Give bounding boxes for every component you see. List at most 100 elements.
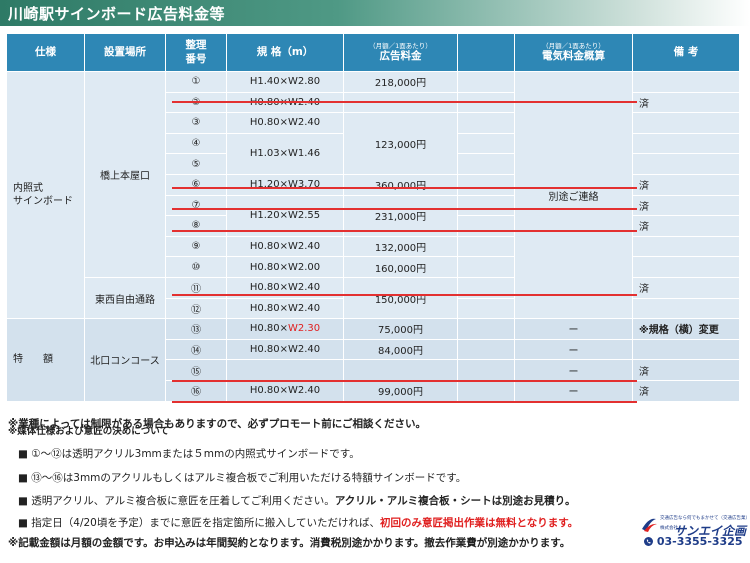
note-overlap-a: ※業種によっては制限がある場合もありますので、必ずプロモート前にご相談ください。 bbox=[8, 418, 427, 430]
row-fee: 218,000円 bbox=[343, 71, 458, 93]
row-blank bbox=[457, 379, 515, 402]
row-size: H1.40×W2.80 bbox=[226, 71, 344, 93]
row-remark: 済 bbox=[632, 276, 740, 299]
row-blank bbox=[457, 297, 515, 320]
logo-kind: 株式会社 bbox=[660, 526, 678, 531]
note-4: ■ 指定日（4/20頃を予定）までに意匠を指定箇所に搬入していただければ、初回の… bbox=[18, 517, 579, 529]
row-remark: 済 bbox=[632, 173, 740, 196]
row-size: H0.80×W2.40 bbox=[226, 91, 344, 114]
category-internal: 内照式 サインボード bbox=[6, 70, 85, 320]
title-bar: 川崎駅サインボード広告料金等 bbox=[0, 0, 750, 26]
row-fee: 360,000円 bbox=[343, 173, 458, 196]
row-size bbox=[226, 359, 344, 381]
row-blank bbox=[457, 173, 515, 196]
row-blank bbox=[457, 91, 515, 114]
page-title: 川崎駅サインボード広告料金等 bbox=[8, 5, 226, 23]
elec-contact: 別途ご連絡 bbox=[514, 70, 633, 320]
row-number: ⑬ bbox=[165, 318, 227, 340]
row-number: ① bbox=[165, 71, 227, 93]
row-size: H0.80×W2.40 bbox=[226, 338, 344, 361]
phone-icon bbox=[644, 537, 653, 546]
header-size: 規 格（m） bbox=[226, 33, 344, 72]
location-tozai: 東西自由通路 bbox=[84, 276, 166, 320]
row-blank bbox=[457, 318, 515, 340]
row-size: H0.80×W2.40 bbox=[226, 112, 344, 134]
note-overlap-b: ※媒体仕様および意匠の決めについて bbox=[8, 426, 169, 437]
row-blank bbox=[457, 359, 515, 381]
header-row: 仕様 設置場所 整理 番号 規 格（m） （月額／1面あたり） 広告料金 （月額／… bbox=[6, 33, 740, 72]
row-fee: 123,000円 bbox=[343, 112, 458, 175]
table-row: ⑮ ー 済 bbox=[7, 359, 740, 381]
location-kitaguchi: 北口コンコース bbox=[84, 318, 166, 402]
row-fee: 231,000円 bbox=[343, 194, 458, 237]
header-elec: （月額／1面あたり） 電気料金概算 bbox=[514, 33, 633, 72]
row-blank bbox=[457, 112, 515, 134]
row-fee: 99,000円 bbox=[343, 379, 458, 402]
table-row: ⑩ H0.80×W2.00 160,000円 bbox=[7, 256, 740, 278]
row-blank bbox=[457, 132, 515, 155]
row-number: ⑨ bbox=[165, 235, 227, 258]
row-remark bbox=[632, 256, 740, 278]
category-special: 特 額 bbox=[6, 318, 85, 402]
location-kyojo: 橋上本屋口 bbox=[84, 71, 166, 278]
logo-tagline: 交通広告なら何でもまかせて（交通広告業） bbox=[660, 516, 750, 521]
row-number: ② bbox=[165, 91, 227, 114]
table-row: ④ H1.03×W1.46 bbox=[7, 132, 740, 175]
row-number: ⑥ bbox=[165, 173, 227, 196]
row-remark: 済 bbox=[632, 215, 740, 237]
row-number: ⑯ bbox=[165, 379, 227, 402]
row-size: H0.80×W2.40 bbox=[226, 379, 344, 402]
row-blank bbox=[457, 71, 515, 93]
header-remarks: 備 考 bbox=[632, 33, 740, 72]
row-fee: 150,000円 bbox=[343, 276, 458, 320]
table-row: 東西自由通路 ⑪ H0.80×W2.40 150,000円 済 bbox=[7, 276, 740, 320]
row-fee bbox=[343, 91, 458, 114]
row-size: H0.80×W2.30 bbox=[226, 318, 344, 340]
row-fee: 160,000円 bbox=[343, 256, 458, 278]
row-number: ⑮ bbox=[165, 359, 227, 381]
note-1: ■ ①～⑫は透明アクリル3mmまたは５mmの内照式サインボードです。 bbox=[18, 448, 360, 460]
table-row: ⑥ H1.20×W3.70 360,000円 済 bbox=[7, 173, 740, 196]
row-size: H0.80×W2.40 bbox=[226, 276, 344, 299]
row-size: H1.20×W3.70 bbox=[226, 173, 344, 196]
table-row: ⑦ H1.20×W2.55 231,000円 済 bbox=[7, 194, 740, 237]
row-remark bbox=[632, 235, 740, 258]
table-row: 内照式 サインボード 橋上本屋口 ① H1.40×W2.80 218,000円 … bbox=[6, 70, 740, 320]
row-size: H1.03×W1.46 bbox=[226, 132, 344, 175]
table-row: ⑨ H0.80×W2.40 132,000円 bbox=[7, 235, 740, 258]
row-number: ⑪ bbox=[165, 276, 227, 299]
row-number: ⑦ bbox=[165, 194, 227, 217]
row-remark bbox=[632, 338, 740, 361]
row-size: H1.20×W2.55 bbox=[226, 194, 344, 237]
table-row: ⑤ bbox=[7, 153, 740, 175]
row-elec: ー bbox=[514, 359, 633, 381]
row-fee: 132,000円 bbox=[343, 235, 458, 258]
row-remark: 済 bbox=[632, 194, 740, 217]
row-blank bbox=[457, 235, 515, 258]
row-number: ⑤ bbox=[165, 153, 227, 175]
row-number: ⑧ bbox=[165, 215, 227, 237]
row-remark: 済 bbox=[632, 359, 740, 381]
table-row: ③ H0.80×W2.40 123,000円 bbox=[7, 112, 740, 175]
row-number: ⑩ bbox=[165, 256, 227, 278]
row-size: H0.80×W2.00 bbox=[226, 256, 344, 278]
logo-mark-icon bbox=[642, 518, 657, 532]
row-remark: 済 bbox=[632, 379, 740, 402]
header-location: 設置場所 bbox=[84, 33, 166, 72]
row-blank bbox=[457, 215, 515, 237]
row-fee: 75,000円 bbox=[343, 318, 458, 340]
row-blank bbox=[457, 338, 515, 361]
table-row: ⑭ H0.80×W2.40 84,000円 ー bbox=[7, 338, 740, 361]
row-blank bbox=[457, 276, 515, 299]
row-remark bbox=[632, 112, 740, 134]
note-3: ■ 透明アクリル、アルミ複合板に意匠を圧着してご利用ください。アクリル・アルミ複… bbox=[18, 495, 576, 507]
header-type: 仕様 bbox=[6, 33, 85, 72]
row-fee bbox=[343, 359, 458, 381]
header-number: 整理 番号 bbox=[165, 33, 227, 72]
row-blank bbox=[457, 153, 515, 175]
row-elec: ー bbox=[514, 379, 633, 402]
row-remark: 済 bbox=[632, 91, 740, 114]
header-blank bbox=[457, 33, 515, 72]
row-remark bbox=[632, 71, 740, 93]
row-number: ⑭ bbox=[165, 338, 227, 361]
